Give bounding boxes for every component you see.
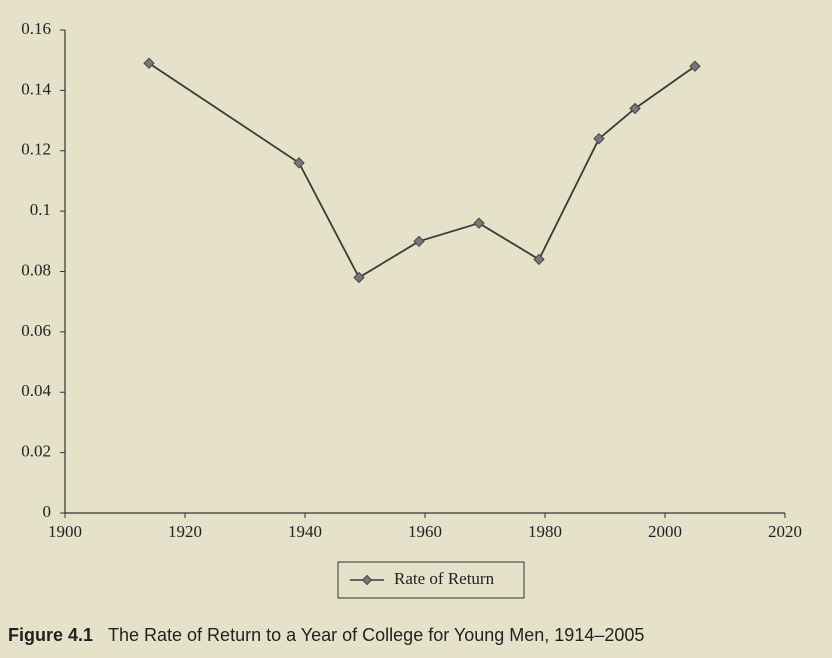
- y-tick-label: 0.16: [21, 19, 51, 38]
- y-tick-label: 0.06: [21, 321, 51, 340]
- marker: [413, 235, 425, 248]
- legend-label: Rate of Return: [394, 569, 495, 588]
- y-tick-label: 0.12: [21, 140, 51, 159]
- x-tick-label: 1900: [48, 522, 82, 541]
- x-tick-label: 1920: [168, 522, 202, 541]
- x-tick-label: 1980: [528, 522, 562, 541]
- x-tick-label: 1960: [408, 522, 442, 541]
- y-tick-label: 0.08: [21, 260, 51, 279]
- y-tick-label: 0.1: [30, 200, 51, 219]
- x-tick-label: 2020: [768, 522, 802, 541]
- legend-box: [337, 561, 525, 599]
- marker: [293, 157, 305, 169]
- marker: [689, 60, 701, 72]
- x-tick-label: 2000: [648, 522, 682, 541]
- y-tick-label: 0.04: [21, 381, 51, 400]
- marker: [473, 217, 485, 229]
- marker: [353, 271, 365, 284]
- marker: [533, 253, 545, 266]
- y-tick-label: 0: [43, 502, 52, 521]
- y-tick-label: 0.14: [21, 79, 51, 98]
- x-tick-label: 1940: [288, 522, 322, 541]
- legend-marker: [361, 574, 373, 586]
- figure-number: Figure 4.1: [8, 625, 93, 645]
- marker: [143, 57, 155, 69]
- marker: [629, 102, 641, 115]
- y-tick-label: 0.02: [21, 442, 51, 461]
- caption: The Rate of Return to a Year of College …: [108, 625, 644, 645]
- marker: [593, 132, 605, 145]
